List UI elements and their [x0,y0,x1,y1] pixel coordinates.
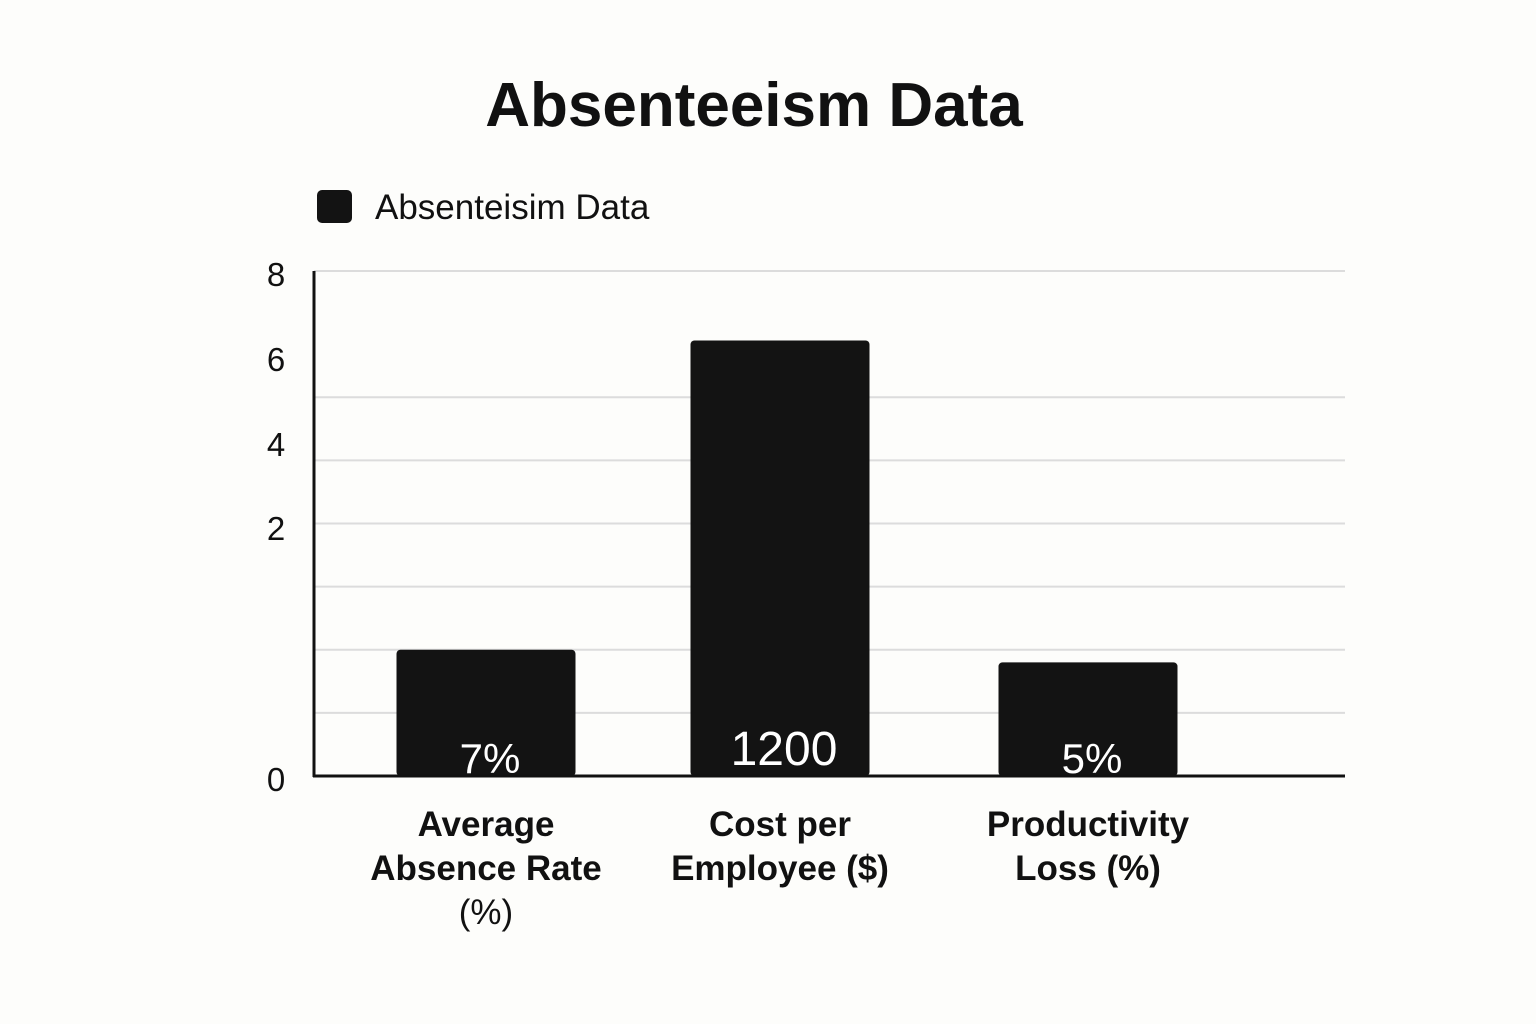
bar-data-label: 5% [1062,735,1123,782]
y-tick-label: 2 [267,510,285,547]
chart-title: Absenteeism Data [485,71,1023,140]
bar-data-label: 7% [460,735,521,782]
y-tick-label: 8 [267,256,285,293]
axes [312,271,1345,778]
legend-label: Absenteisim Data [375,188,650,227]
x-category-label: Loss (%) [1015,849,1161,888]
y-tick-label: 6 [267,341,285,378]
x-category-label: Employee ($) [671,849,889,888]
y-tick-label: 4 [267,426,285,463]
x-axis-category-labels: Average Absence Rate (%) Cost per Employee (… [370,805,1189,932]
data-labels: 7% 1200 5% [460,723,1123,782]
x-category-label: Cost per [709,805,851,844]
legend: Absenteisim Data [317,188,650,227]
bar-data-label: 1200 [731,723,838,776]
x-category-label: Absence Rate [370,849,601,888]
y-tick-label: 0 [267,761,285,798]
y-axis-tick-labels: 0 2 4 6 8 [267,256,285,798]
x-category-label: (%) [459,893,513,932]
bar [998,662,1178,776]
bars [396,340,1178,776]
x-category-label: Productivity [987,805,1190,844]
bar [396,649,576,776]
x-category-label: Average [418,805,555,844]
legend-swatch [317,190,352,223]
bar [690,340,870,776]
